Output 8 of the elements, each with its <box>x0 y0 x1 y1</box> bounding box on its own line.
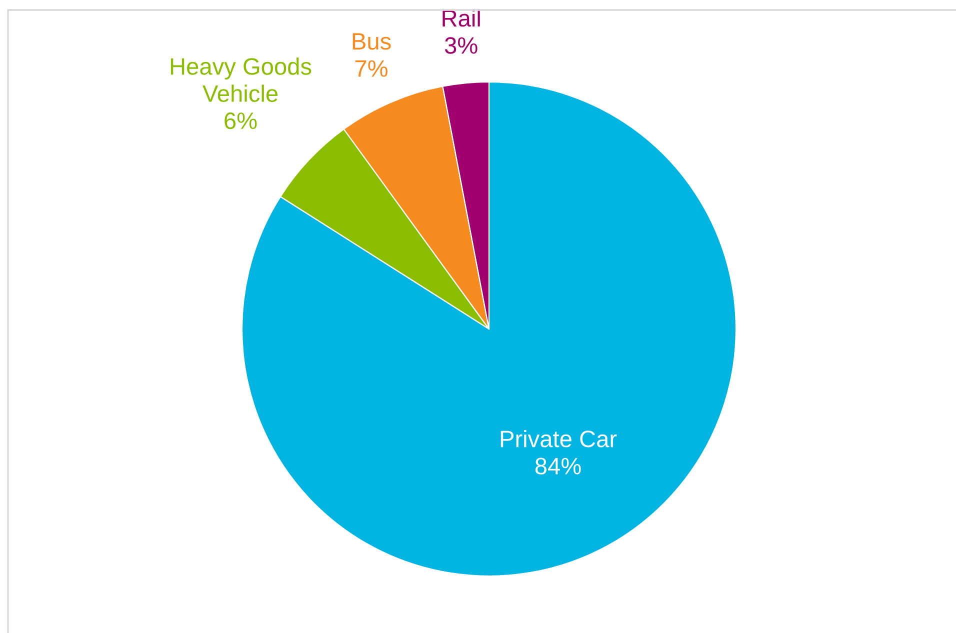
slice-label: Rail <box>442 9 480 27</box>
slice-label: Bus <box>352 33 391 50</box>
slice-label: Heavy Goods Vehicle <box>170 58 312 102</box>
data-label: 3% <box>444 37 478 54</box>
slice-label: Private Car <box>500 430 617 448</box>
data-label: 7% <box>355 60 388 77</box>
data-label: 6% <box>224 112 257 130</box>
data-label: 84% <box>535 458 581 474</box>
